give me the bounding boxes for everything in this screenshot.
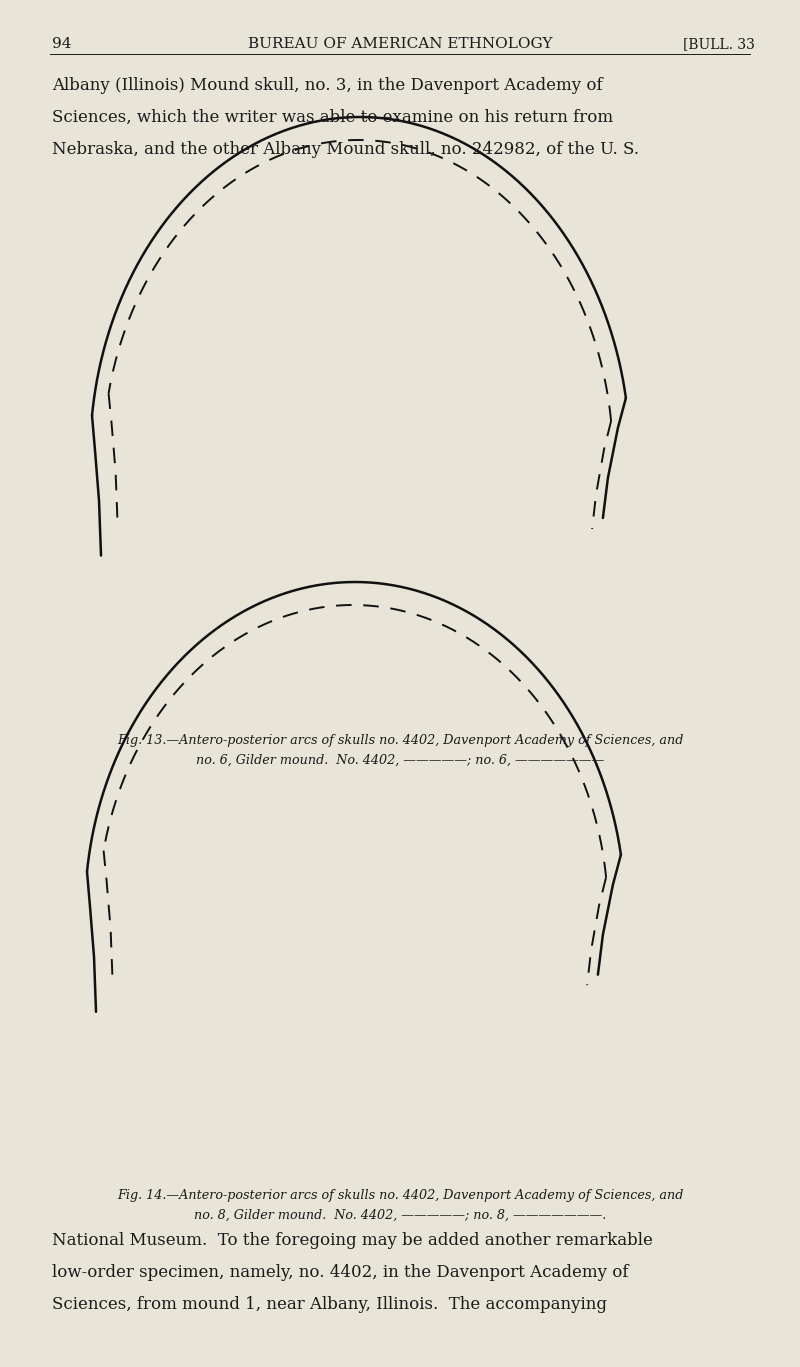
Text: 94: 94 — [52, 37, 71, 51]
Text: no. 8, Gilder mound.  No. 4402, —————; no. 8, ———————.: no. 8, Gilder mound. No. 4402, —————; no… — [194, 1208, 606, 1222]
Text: Sciences, which the writer was able to examine on his return from: Sciences, which the writer was able to e… — [52, 109, 613, 126]
Text: low-order specimen, namely, no. 4402, in the Davenport Academy of: low-order specimen, namely, no. 4402, in… — [52, 1264, 629, 1281]
Text: Albany (Illinois) Mound skull, no. 3, in the Davenport Academy of: Albany (Illinois) Mound skull, no. 3, in… — [52, 77, 602, 94]
Text: Sciences, from mound 1, near Albany, Illinois.  The accompanying: Sciences, from mound 1, near Albany, Ill… — [52, 1296, 607, 1312]
Text: [BULL. 33: [BULL. 33 — [683, 37, 755, 51]
Text: Fig. 13.—Antero-posterior arcs of skulls no. 4402, Davenport Academy of Sciences: Fig. 13.—Antero-posterior arcs of skulls… — [117, 734, 683, 746]
Text: Fig. 14.—Antero-posterior arcs of skulls no. 4402, Davenport Academy of Sciences: Fig. 14.—Antero-posterior arcs of skulls… — [117, 1189, 683, 1202]
Text: no. 6, Gilder mound.  No. 4402, —————; no. 6, ———————: no. 6, Gilder mound. No. 4402, —————; no… — [196, 755, 604, 767]
Text: National Museum.  To the foregoing may be added another remarkable: National Museum. To the foregoing may be… — [52, 1232, 653, 1249]
Text: Nebraska, and the other Albany Mound skull, no. 242982, of the U. S.: Nebraska, and the other Albany Mound sku… — [52, 141, 639, 159]
Text: BUREAU OF AMERICAN ETHNOLOGY: BUREAU OF AMERICAN ETHNOLOGY — [248, 37, 552, 51]
